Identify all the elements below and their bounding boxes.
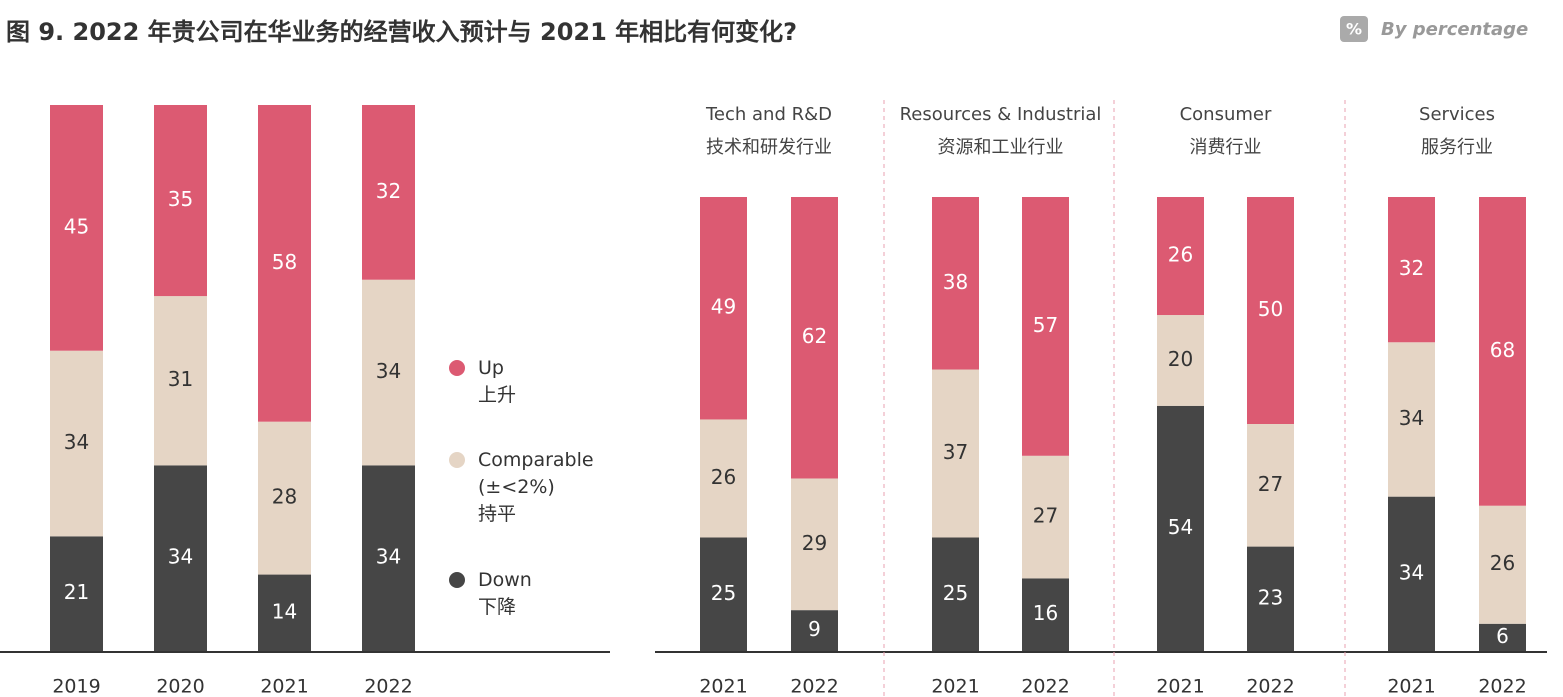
x-tick-label: 2022 <box>364 676 412 697</box>
x-tick-label: 2021 <box>1156 676 1204 697</box>
bar-segment <box>362 465 415 651</box>
legend-marker <box>449 360 465 376</box>
bar-segment <box>362 105 415 280</box>
data-label: 31 <box>168 367 193 391</box>
bar-segment <box>700 419 747 538</box>
bar-segment <box>154 296 207 466</box>
data-label: 49 <box>711 295 736 319</box>
data-label: 6 <box>1496 624 1509 648</box>
data-label: 27 <box>1258 472 1283 496</box>
bar-segment <box>1157 197 1204 316</box>
bar-segment <box>932 197 979 370</box>
bar-segment <box>1247 424 1294 547</box>
bar-segment <box>1479 623 1526 651</box>
data-label: 38 <box>943 270 968 294</box>
bar-segment <box>258 574 311 651</box>
group-label: Resources & Industrial 资源和工业行业 <box>900 104 1102 158</box>
bar-segment <box>1388 197 1435 343</box>
bar-segment <box>1022 455 1069 579</box>
x-tick-label: 2021 <box>1387 676 1435 697</box>
bar-segment <box>700 537 747 651</box>
legend-label: Down 下降 <box>478 569 532 618</box>
unit-note: By percentage <box>1381 19 1528 40</box>
data-label: 9 <box>808 617 821 641</box>
legend-label: Comparable (±<2%)持平 <box>478 449 594 525</box>
x-tick-label: 2019 <box>52 676 100 697</box>
data-label: 32 <box>1399 256 1424 280</box>
x-tick-label: 2022 <box>1021 676 1069 697</box>
bar-segment <box>1247 546 1294 651</box>
bar-segment <box>932 369 979 538</box>
bar-segment <box>154 105 207 297</box>
data-label: 26 <box>711 465 736 489</box>
bar-segment <box>1022 197 1069 456</box>
chart-title: 图 9. 2022 年贵公司在华业务的经营收入预计与 2021 年相比有何变化? <box>6 18 797 46</box>
data-label: 34 <box>376 359 401 383</box>
data-label: 25 <box>943 581 968 605</box>
bar-segment <box>50 350 103 537</box>
bar-segment <box>1247 197 1294 424</box>
bar-segment <box>1479 197 1526 506</box>
bar-segment <box>791 478 838 611</box>
legend-marker <box>449 572 465 588</box>
x-tick-label: 2022 <box>1478 676 1526 697</box>
data-label: 21 <box>64 580 89 604</box>
bar-segment <box>1479 505 1526 624</box>
x-tick-label: 2022 <box>790 676 838 697</box>
data-label: 14 <box>272 599 297 623</box>
bar-segment <box>1157 405 1204 651</box>
bar-segment <box>1157 315 1204 406</box>
x-tick-label: 2021 <box>260 676 308 697</box>
data-label: 34 <box>376 545 401 569</box>
data-label: 57 <box>1033 313 1058 337</box>
x-tick-label: 2022 <box>1246 676 1294 697</box>
data-label: 20 <box>1168 347 1193 371</box>
bar-segment <box>154 465 207 651</box>
data-label: 34 <box>64 430 89 454</box>
data-label: 50 <box>1258 297 1283 321</box>
bar-segment <box>791 197 838 479</box>
bar-segment <box>791 610 838 651</box>
badge: % <box>1346 20 1362 39</box>
group-label: Services 服务行业 <box>1419 104 1495 158</box>
bar-segment <box>50 105 103 351</box>
group-label: Tech and R&D 技术和研发行业 <box>705 104 832 158</box>
data-label: 26 <box>1490 551 1515 575</box>
bar-segment <box>932 537 979 651</box>
x-tick-label: 2021 <box>931 676 979 697</box>
bar-segment <box>1388 496 1435 651</box>
bar-segment <box>1022 578 1069 651</box>
data-label: 16 <box>1033 601 1058 625</box>
x-tick-label: 2021 <box>699 676 747 697</box>
group-label: Consumer 消费行业 <box>1180 104 1272 158</box>
bar-segment <box>700 197 747 420</box>
data-label: 25 <box>711 581 736 605</box>
data-label: 23 <box>1258 585 1283 609</box>
badge-box <box>1340 16 1368 42</box>
data-label: 34 <box>1399 406 1424 430</box>
data-label: 62 <box>802 324 827 348</box>
bar-segment <box>50 536 103 651</box>
data-label: 45 <box>64 214 89 238</box>
data-label: 54 <box>1168 515 1193 539</box>
x-tick-label: 2020 <box>156 676 204 697</box>
data-label: 58 <box>272 250 297 274</box>
data-label: 34 <box>1399 560 1424 584</box>
data-label: 34 <box>168 545 193 569</box>
legend-label: Up 上升 <box>478 357 516 406</box>
data-label: 29 <box>802 531 827 555</box>
legend-marker <box>449 452 465 468</box>
data-label: 37 <box>943 440 968 464</box>
data-label: 32 <box>376 179 401 203</box>
bar-segment <box>258 421 311 575</box>
data-label: 27 <box>1033 504 1058 528</box>
bar-segment <box>362 279 415 466</box>
bar-segment <box>1388 342 1435 497</box>
data-label: 68 <box>1490 338 1515 362</box>
data-label: 26 <box>1168 243 1193 267</box>
data-label: 35 <box>168 187 193 211</box>
data-label: 28 <box>272 485 297 509</box>
bar-segment <box>258 105 311 422</box>
